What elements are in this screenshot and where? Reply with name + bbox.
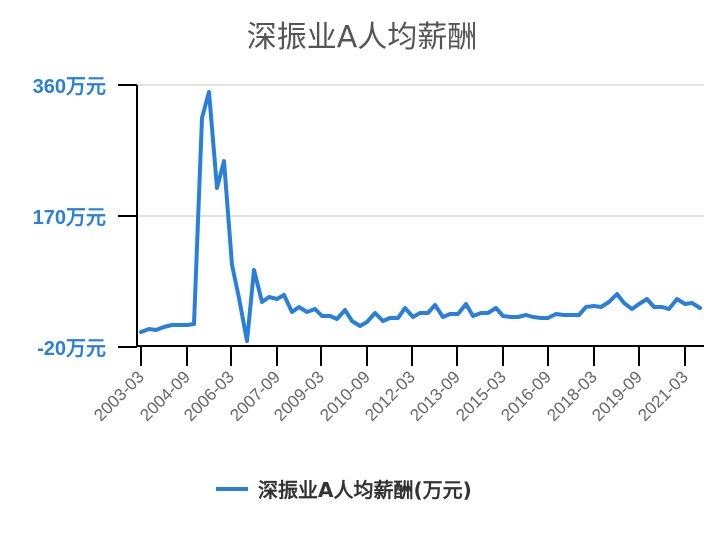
x-tick-label: 2016-09 bbox=[497, 367, 555, 425]
chart-title: 深振业A人均薪酬 bbox=[246, 20, 478, 55]
y-tick-label: 170万元 bbox=[33, 207, 106, 229]
y-tick-label: 360万元 bbox=[33, 76, 106, 98]
y-axis: 360万元 170万元 -20万元 bbox=[33, 76, 138, 360]
legend-line-icon bbox=[216, 486, 248, 491]
x-tick-label: 2021-03 bbox=[634, 367, 692, 425]
legend-label: 深振业A人均薪酬(万元) bbox=[258, 478, 472, 502]
series-line bbox=[139, 90, 702, 343]
x-tick-label: 2013-09 bbox=[406, 367, 464, 425]
x-tick-label: 2003-03 bbox=[90, 367, 148, 425]
x-axis: 2003-032004-092006-032007-092009-032010-… bbox=[90, 345, 704, 425]
legend: 深振业A人均薪酬(万元) bbox=[216, 474, 472, 503]
x-tick-label: 2019-09 bbox=[588, 367, 646, 425]
y-tick-label: -20万元 bbox=[37, 338, 106, 360]
gridlines bbox=[137, 84, 704, 217]
